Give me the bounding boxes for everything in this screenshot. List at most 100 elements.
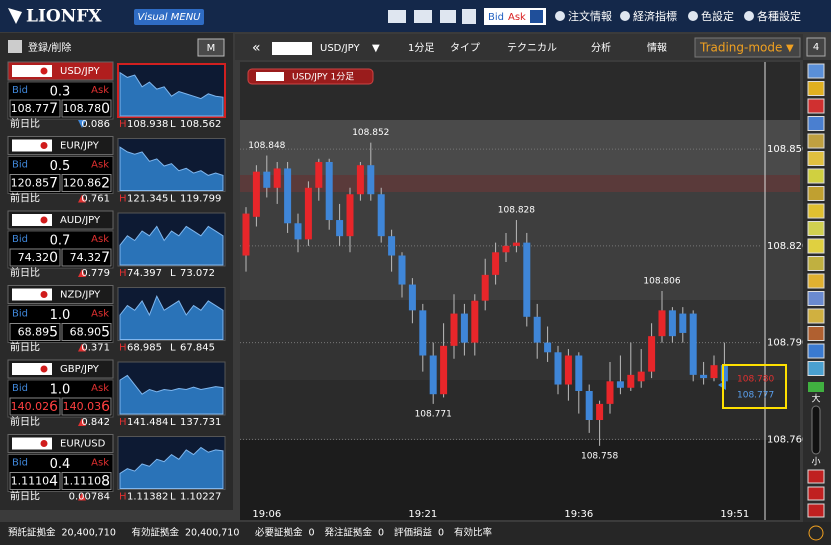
pair-name[interactable]: USD/JPY (60, 66, 100, 77)
type-button[interactable]: タイプ (450, 42, 480, 54)
ask-label: Ask (91, 383, 109, 394)
low-label: L (170, 492, 176, 503)
ask-box[interactable] (61, 99, 112, 118)
low-value: 73.072 (180, 268, 215, 279)
low-label: L (170, 417, 176, 428)
bid-price: 74.320 (18, 250, 58, 266)
sparkline (119, 225, 224, 266)
symbol-select[interactable]: USD/JPY (320, 43, 360, 54)
pair-name[interactable]: GBP/JPY (60, 364, 100, 375)
icon[interactable] (555, 11, 565, 21)
tool-icon[interactable] (807, 503, 825, 518)
tool-icon[interactable] (807, 486, 825, 501)
pair-name[interactable]: NZD/JPY (60, 290, 101, 301)
analysis-button[interactable]: 分析 (591, 41, 611, 54)
mode-select[interactable] (694, 37, 801, 58)
zoom-slider[interactable] (811, 405, 821, 455)
tool-icon[interactable] (807, 98, 825, 114)
visual-menu-button[interactable] (134, 9, 204, 25)
tool-icon[interactable] (807, 186, 825, 201)
tool-icon[interactable] (807, 81, 825, 96)
change-arrow (78, 418, 86, 426)
tool-icon[interactable] (807, 273, 825, 289)
tool-icon[interactable] (807, 361, 825, 376)
ask-box[interactable] (61, 397, 112, 416)
tool-icon[interactable] (807, 203, 825, 219)
tool-icon[interactable] (807, 151, 825, 166)
icon[interactable] (414, 10, 432, 23)
icon[interactable] (620, 11, 630, 21)
zoom-large[interactable]: 大 (811, 393, 820, 405)
header-menu-item[interactable]: 注文情報 (568, 9, 612, 23)
chart: 108.850 108.820 108.790 108.760 19:06 19:21 19… (240, 62, 808, 520)
sparkline (119, 294, 224, 340)
change-label: 前日比 (10, 266, 40, 279)
price-annotation: 108.848 (248, 141, 285, 151)
tool-icon[interactable] (807, 326, 825, 341)
ask-box[interactable] (61, 323, 112, 341)
icon[interactable] (744, 11, 754, 21)
bid-box[interactable] (9, 397, 61, 416)
timeframe-select[interactable]: 1分足 (408, 42, 434, 54)
current-ask: 108.780 (737, 375, 774, 385)
dropdown[interactable] (530, 10, 543, 23)
tool-icon[interactable] (807, 238, 825, 254)
bid-box[interactable] (9, 248, 61, 267)
candle-body (398, 255, 406, 285)
icon[interactable] (388, 10, 406, 23)
candle-body (304, 187, 312, 240)
candle-body (419, 310, 427, 356)
status-label: 有効証拠金 (132, 527, 180, 539)
tool-icon[interactable] (807, 63, 825, 79)
ask-box[interactable] (61, 472, 112, 490)
ask-box[interactable] (61, 248, 112, 267)
tool-icon[interactable] (807, 343, 825, 359)
tool-icon[interactable] (807, 133, 825, 149)
dropdown-arrow[interactable]: ▼ (786, 43, 794, 54)
tool-icon[interactable] (807, 116, 825, 131)
change-label: 前日比 (10, 341, 40, 354)
icon[interactable] (8, 40, 22, 53)
count-box[interactable] (806, 37, 826, 57)
dropdown-arrow[interactable]: ▼ (372, 43, 380, 54)
ask-box[interactable] (61, 174, 112, 192)
info-button[interactable]: 情報 (647, 41, 667, 54)
pair-name[interactable]: EUR/JPY (60, 141, 100, 152)
sparkline (119, 71, 224, 117)
icon[interactable] (440, 10, 456, 23)
tool-icon[interactable] (808, 382, 824, 392)
technical-button[interactable]: テクニカル (507, 42, 557, 54)
header-menu-item[interactable]: 経済指標 (633, 9, 677, 23)
zoom-small[interactable]: 小 (811, 457, 820, 468)
status-value: 0 (309, 528, 315, 539)
candle-body (242, 213, 250, 256)
tool-icon[interactable] (807, 256, 825, 271)
pair-name[interactable]: EUR/USD (60, 439, 106, 450)
tool-icon[interactable] (807, 308, 825, 324)
icon[interactable] (462, 9, 476, 24)
tool-icon[interactable] (807, 221, 825, 236)
bid-box[interactable] (9, 323, 61, 341)
collapse-button[interactable]: « (252, 40, 261, 56)
tool-icon[interactable] (807, 469, 825, 484)
icon[interactable] (688, 11, 698, 21)
bid-box[interactable] (9, 174, 61, 192)
register-button[interactable]: 登録/削除 (28, 41, 71, 54)
header-menu-item[interactable]: 各種設定 (757, 9, 801, 23)
ask-toggle[interactable]: Ask (508, 12, 526, 23)
header-menu-item[interactable]: 色設定 (701, 9, 734, 23)
scroll-top-button[interactable] (808, 525, 824, 541)
tool-icon[interactable] (807, 168, 825, 184)
bid-box[interactable] (9, 99, 61, 118)
tool-icon[interactable] (807, 291, 825, 306)
candle-body (315, 161, 323, 188)
m-button[interactable] (197, 38, 225, 57)
bid-toggle[interactable]: Bid (488, 12, 504, 23)
ask-price: 74.327 (70, 250, 110, 266)
pair-name[interactable]: AUD/JPY (60, 215, 101, 226)
spread: 0.5 (50, 159, 71, 174)
flag (12, 437, 52, 450)
price-annotation: 108.758 (581, 451, 618, 461)
bid-box[interactable] (9, 472, 61, 490)
count: 4 (813, 42, 819, 53)
